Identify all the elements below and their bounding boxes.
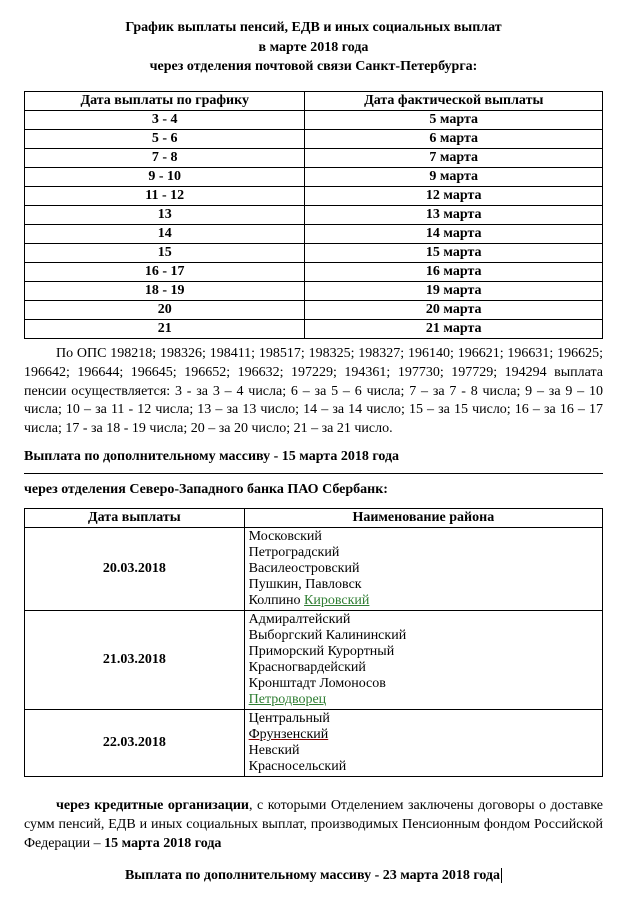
table-row: 11 - 1212 марта <box>25 186 603 205</box>
col-header-date: Дата выплаты <box>25 509 245 528</box>
table-row: 5 - 66 марта <box>25 129 603 148</box>
schedule-table: Дата выплаты по графику Дата фактической… <box>24 91 603 339</box>
additional-massiv-1: Выплата по дополнительному массиву - 15 … <box>24 449 603 465</box>
table-row: 1515 марта <box>25 243 603 262</box>
divider <box>24 473 603 474</box>
col-header-actual: Дата фактической выплаты <box>305 91 603 110</box>
sberbank-table: Дата выплаты Наименование района 20.03.2… <box>24 508 603 777</box>
col-header-schedule: Дата выплаты по графику <box>25 91 305 110</box>
document-title: График выплаты пенсий, ЕДВ и иных социал… <box>24 18 603 77</box>
table-row: 21.03.2018АдмиралтейскийВыборгский Калин… <box>25 611 603 710</box>
additional-massiv-2: Выплата по дополнительному массиву - 23 … <box>24 868 603 884</box>
ops-paragraph: По ОПС 198218; 198326; 198411; 198517; 1… <box>24 345 603 439</box>
table-row: 9 - 109 марта <box>25 167 603 186</box>
table-row: 3 - 45 марта <box>25 110 603 129</box>
credit-org-paragraph: через кредитные организации, с которыми … <box>24 797 603 854</box>
table-row: 2121 марта <box>25 319 603 338</box>
table-row: 1414 марта <box>25 224 603 243</box>
table-row: 7 - 87 марта <box>25 148 603 167</box>
sberbank-heading: через отделения Северо-Западного банка П… <box>24 482 603 498</box>
table-row: 1313 марта <box>25 205 603 224</box>
table-row: 18 - 1919 марта <box>25 281 603 300</box>
title-line-2: в марте 2018 года <box>259 40 369 55</box>
table-row: 22.03.2018ЦентральныйФрунзенскийНевскийК… <box>25 710 603 777</box>
table-row: 2020 марта <box>25 300 603 319</box>
table-row: 20.03.2018МосковскийПетроградскийВасилео… <box>25 528 603 611</box>
col-header-district: Наименование района <box>244 509 602 528</box>
title-line-1: График выплаты пенсий, ЕДВ и иных социал… <box>125 20 501 35</box>
title-line-3: через отделения почтовой связи Санкт-Пет… <box>150 59 478 74</box>
table-row: 16 - 1716 марта <box>25 262 603 281</box>
